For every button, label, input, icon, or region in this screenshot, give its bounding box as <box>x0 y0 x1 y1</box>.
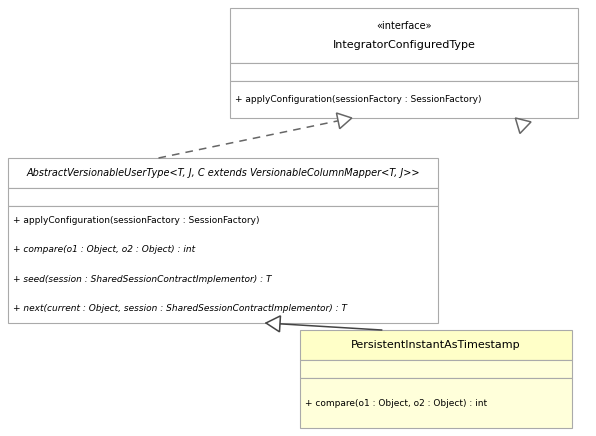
Bar <box>300 330 572 360</box>
Text: IntegratorConfiguredType: IntegratorConfiguredType <box>333 41 476 51</box>
Polygon shape <box>516 118 531 133</box>
Bar <box>8 188 438 206</box>
Text: PersistentInstantAsTimestamp: PersistentInstantAsTimestamp <box>351 340 521 350</box>
Polygon shape <box>266 316 281 332</box>
Text: AbstractVersionableUserType<T, J, C extends VersionableColumnMapper<T, J>>: AbstractVersionableUserType<T, J, C exte… <box>26 168 420 178</box>
Bar <box>230 8 578 63</box>
Bar <box>8 206 438 323</box>
Text: + compare(o1 : Object, o2 : Object) : int: + compare(o1 : Object, o2 : Object) : in… <box>305 399 487 408</box>
Bar <box>230 81 578 118</box>
Text: + compare(o1 : Object, o2 : Object) : int: + compare(o1 : Object, o2 : Object) : in… <box>13 245 195 254</box>
Text: + applyConfiguration(sessionFactory : SessionFactory): + applyConfiguration(sessionFactory : Se… <box>13 216 259 225</box>
Text: «interface»: «interface» <box>376 20 432 31</box>
Text: + applyConfiguration(sessionFactory : SessionFactory): + applyConfiguration(sessionFactory : Se… <box>235 95 482 104</box>
Bar <box>300 378 572 428</box>
Bar <box>230 63 578 81</box>
Bar <box>300 360 572 378</box>
Text: + seed(session : SharedSessionContractImplementor) : T: + seed(session : SharedSessionContractIm… <box>13 275 272 284</box>
Text: + next(current : Object, session : SharedSessionContractImplementor) : T: + next(current : Object, session : Share… <box>13 304 347 313</box>
Bar <box>8 158 438 188</box>
Polygon shape <box>337 113 352 129</box>
